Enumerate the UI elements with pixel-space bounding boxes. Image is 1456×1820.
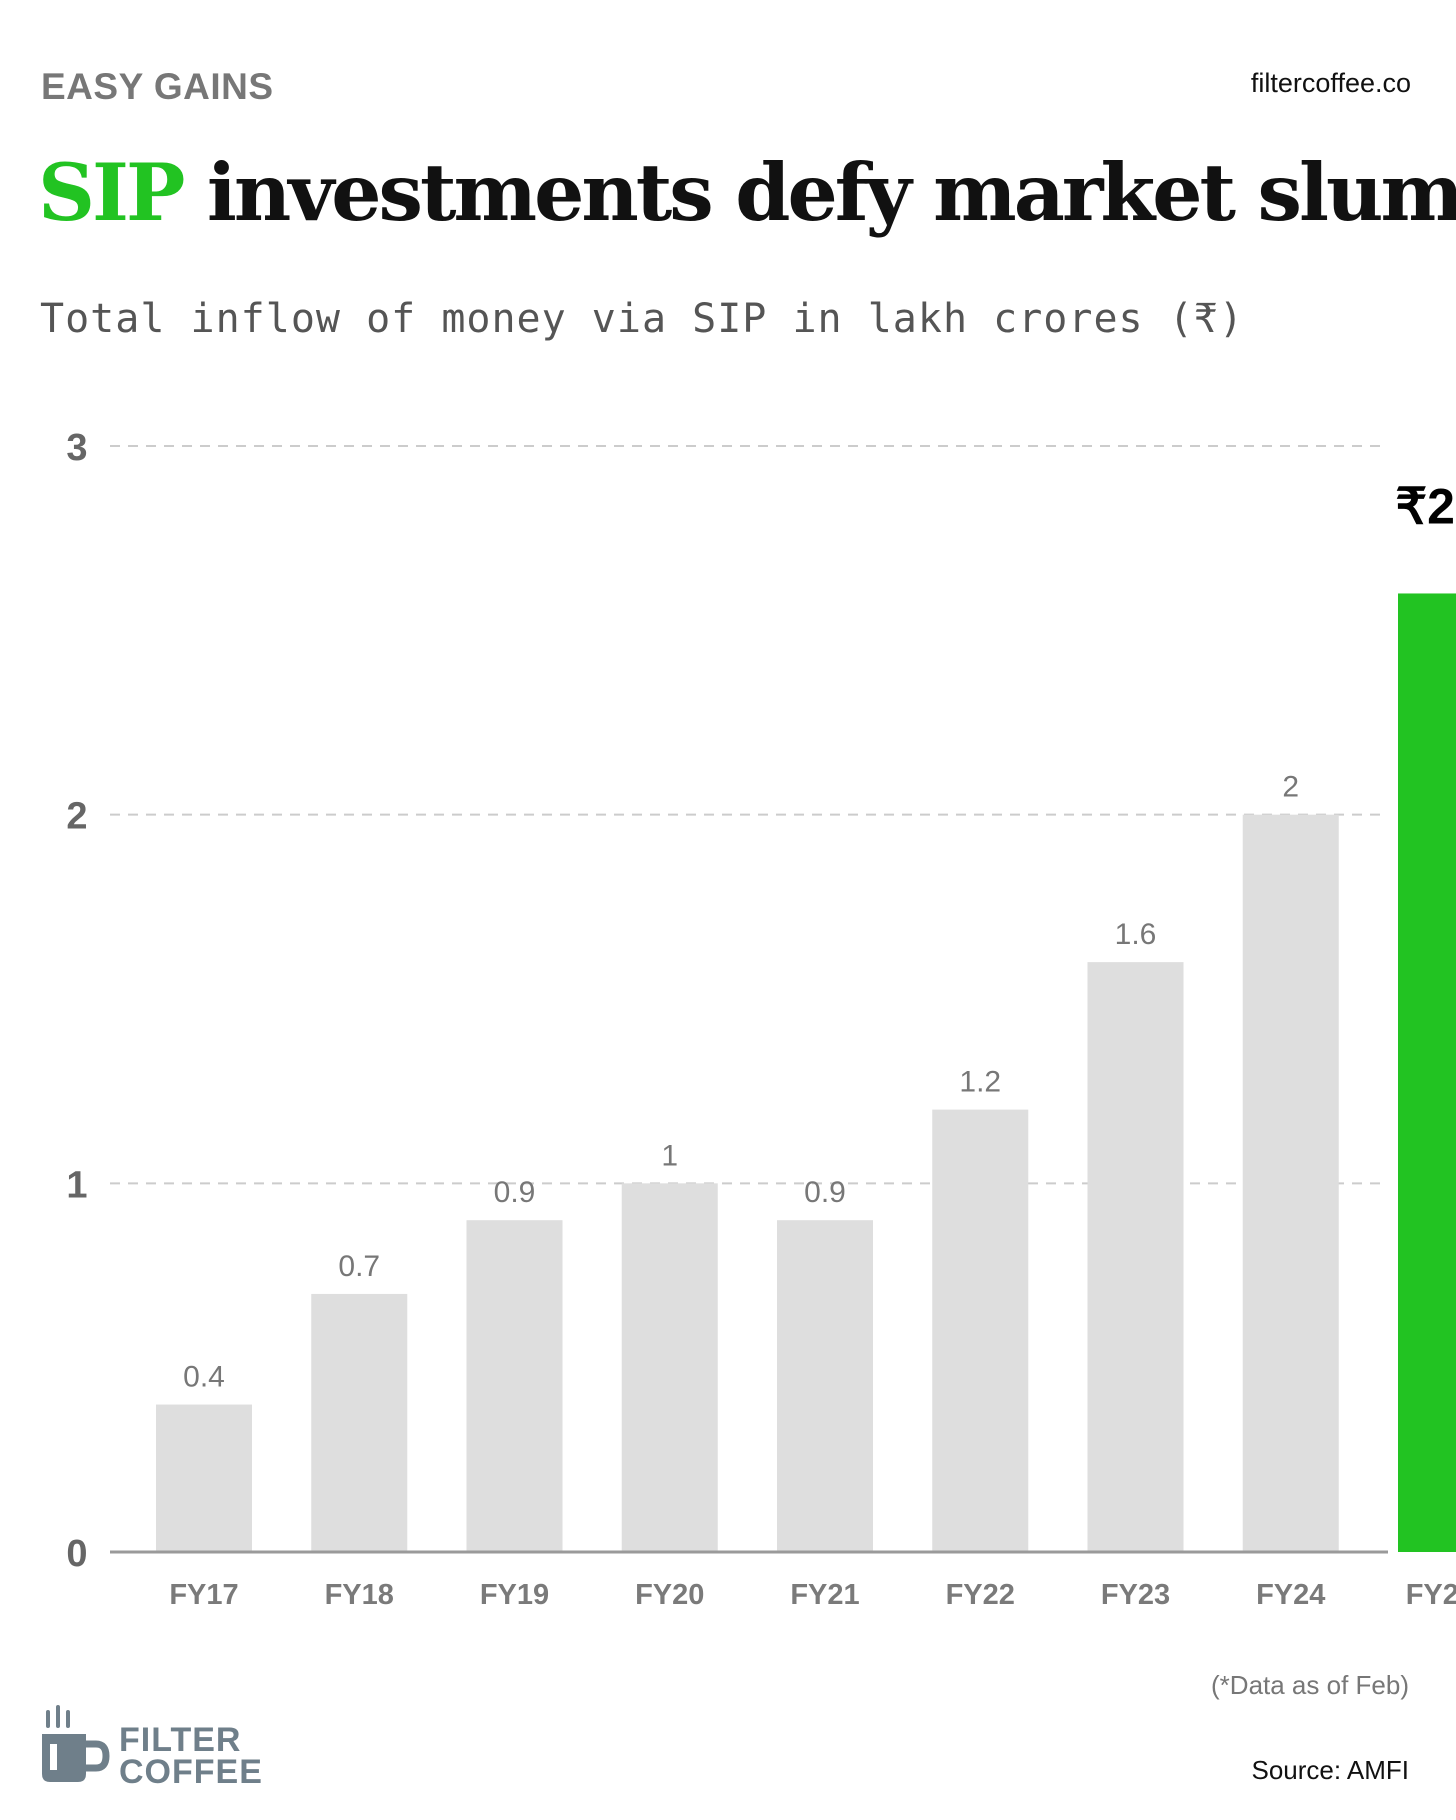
title-highlight: SIP: [38, 146, 185, 239]
logo-line-2: COFFEE: [119, 1753, 263, 1791]
bar-highlight: [1398, 593, 1456, 1552]
bar-value-label: 1.2: [959, 1066, 1001, 1099]
bar-value-label: 0.9: [494, 1176, 536, 1209]
bar-value-label: 0.9: [804, 1176, 846, 1209]
bar: [621, 1183, 718, 1552]
y-tick-label: 1: [66, 1164, 87, 1206]
title-rest: investments defy market slump: [182, 146, 1456, 239]
bar: [932, 1109, 1029, 1552]
chart-subtitle: Total inflow of money via SIP in lakh cr…: [40, 296, 1244, 342]
bar-value-label: 1: [661, 1139, 678, 1172]
bar-chart: 0 1 2 3 0.4 FY17 0.7 FY18 0.9 FY19 1 FY20 0.9 FY21 1.2…: [66, 427, 1456, 1611]
x-tick-label: FY23: [1101, 1579, 1170, 1611]
section-kicker: EASY GAINS: [41, 66, 274, 107]
coffee-mug-icon: [42, 1705, 110, 1782]
bar-value-label: 1.6: [1115, 918, 1157, 951]
page-title: SIP investments defy market slump: [38, 149, 1456, 237]
y-tick-label: 3: [66, 427, 87, 469]
bar-value-label: 0.7: [338, 1250, 380, 1283]
source-credit: Source: AMFI: [1251, 1755, 1410, 1785]
bar: [1087, 962, 1184, 1552]
brand-logo: FILTER COFFEE: [40, 1700, 270, 1790]
logo-wordmark: FILTER COFFEE: [119, 1721, 263, 1791]
bar-value-label: ₹2.6: [1395, 478, 1456, 534]
bar: [1242, 814, 1339, 1552]
bar-value-label: 0.4: [183, 1361, 225, 1394]
y-tick-label: 0: [66, 1533, 87, 1575]
logo-line-1: FILTER: [119, 1721, 242, 1759]
bar: [156, 1404, 252, 1552]
x-tick-label: FY18: [325, 1579, 394, 1611]
bar: [777, 1220, 873, 1552]
bar-value-label: 2: [1282, 771, 1299, 804]
x-tick-label: FY21: [790, 1579, 859, 1611]
footnote: (*Data as of Feb): [1211, 1670, 1409, 1700]
x-tick-label: FY24: [1256, 1579, 1325, 1611]
x-tick-label: FY17: [169, 1579, 238, 1611]
x-tick-label: FY19: [480, 1579, 549, 1611]
site-url[interactable]: filtercoffee.co: [1250, 68, 1411, 98]
x-tick-label: FY22: [946, 1579, 1015, 1611]
x-tick-label: FY25*: [1406, 1579, 1456, 1611]
y-tick-label: 2: [66, 796, 87, 838]
bar: [311, 1293, 408, 1552]
x-tick-label: FY20: [635, 1579, 704, 1611]
bar: [466, 1220, 563, 1552]
